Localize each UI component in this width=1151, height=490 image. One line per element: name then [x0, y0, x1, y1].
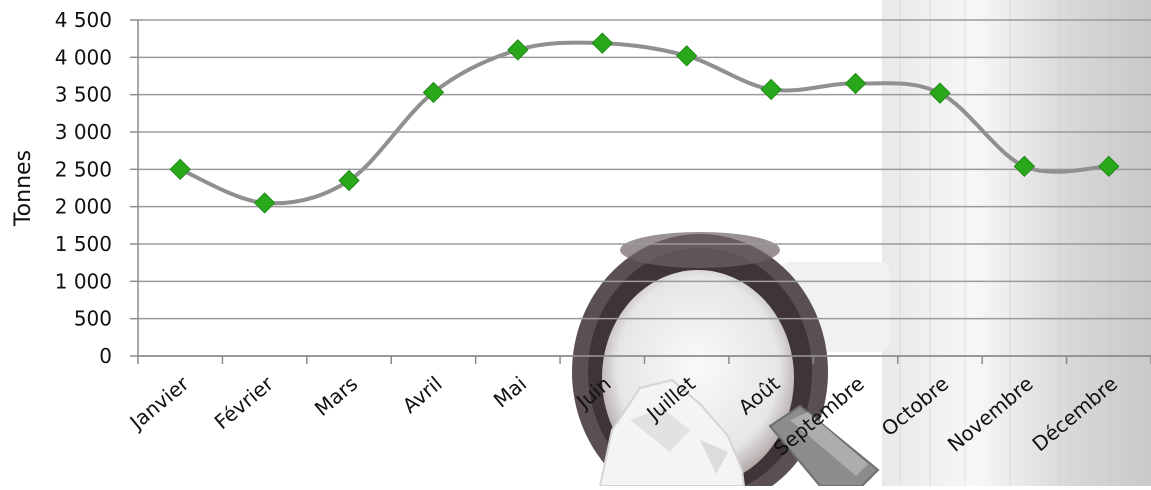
data-point-marker — [1098, 155, 1120, 178]
crumpled-paper — [598, 378, 746, 487]
data-point-marker — [507, 39, 529, 61]
data-point-marker — [929, 82, 951, 104]
x-tick-label: Mai — [489, 371, 531, 412]
y-axis-title: Tonnes — [11, 150, 36, 227]
data-point-marker — [591, 32, 613, 54]
data-point-marker — [844, 72, 867, 95]
y-tick-label: 4 000 — [55, 45, 112, 69]
steel-bin-panel — [882, 0, 1151, 486]
y-tick-label: 4 500 — [55, 8, 112, 32]
y-tick-label: 2 000 — [55, 195, 112, 219]
x-tick-label: Janvier — [124, 371, 194, 435]
data-point-marker — [338, 169, 360, 192]
metal-can — [768, 404, 880, 487]
y-tick-label: 3 000 — [55, 120, 112, 144]
data-point-marker — [1013, 155, 1036, 178]
x-tick-label: Avril — [398, 371, 447, 417]
axes — [130, 19, 1151, 364]
y-tick-label: 1 500 — [55, 232, 112, 256]
x-tick-label: Février — [210, 371, 279, 434]
data-point-marker — [253, 192, 276, 214]
y-tick-labels: 0 500 1 000 1 500 2 000 2 500 3 000 3 500 4 000 4… — [55, 8, 112, 368]
data-point-marker — [760, 78, 782, 101]
series-markers — [169, 32, 1120, 214]
y-tick-label: 500 — [74, 307, 112, 331]
background-photo — [572, 0, 1151, 490]
y-tick-label: 0 — [99, 344, 112, 368]
data-point-marker — [676, 45, 698, 67]
y-tick-label: 3 500 — [55, 83, 112, 107]
y-tick-label: 2 500 — [55, 157, 112, 181]
steel-texture — [899, 0, 1111, 486]
y-tick-label: 1 000 — [55, 269, 112, 293]
data-point-marker — [169, 158, 191, 181]
data-point-marker — [422, 81, 445, 104]
x-tick-label: Mars — [310, 371, 362, 420]
